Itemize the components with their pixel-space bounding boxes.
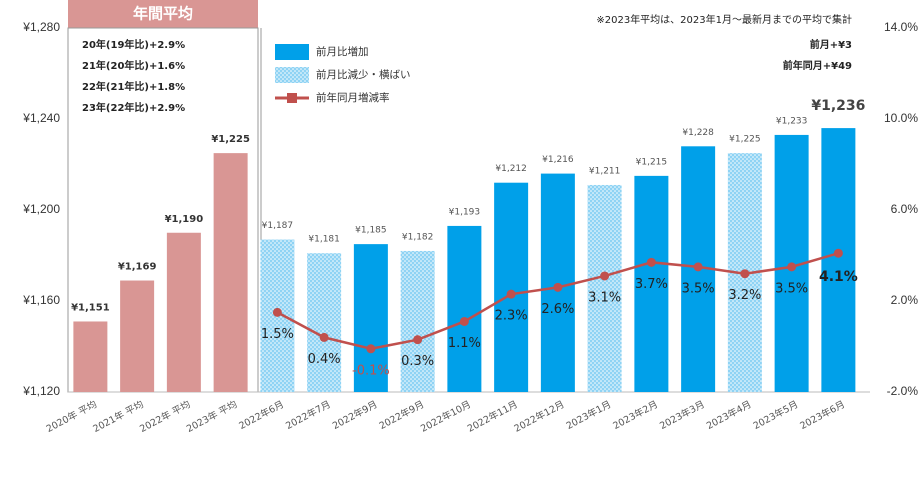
value-label: ¥1,182	[402, 232, 434, 242]
value-label: 2.3%	[495, 309, 528, 324]
bar	[307, 253, 342, 392]
y-tick-label: ¥1,200	[22, 202, 60, 216]
bar	[821, 128, 856, 392]
x-tick-label: 2022年11月	[465, 398, 519, 435]
y2-tick-label: 14.0%	[884, 20, 918, 34]
bar	[73, 321, 108, 392]
value-label: 2.6%	[541, 302, 574, 317]
annual-note: 21年(20年比)+1.6%	[82, 59, 185, 72]
x-tick-label: 2023年1月	[564, 398, 613, 432]
legend-label: 前年同月増減率	[316, 91, 390, 104]
value-label: 1.5%	[261, 327, 294, 342]
annual-note: 22年(21年比)+1.8%	[82, 80, 185, 93]
value-label: -0.1%	[352, 363, 390, 378]
x-tick-label: 2023年3月	[658, 398, 707, 432]
value-label: 0.4%	[308, 352, 341, 367]
value-label: 3.7%	[635, 277, 668, 292]
value-label: ¥1,185	[355, 226, 387, 236]
y-tick-label: ¥1,240	[22, 111, 60, 125]
line-marker	[740, 269, 750, 279]
x-tick-label: 2020年 平均	[44, 398, 99, 435]
bar	[587, 184, 622, 392]
x-tick-label: 2021年 平均	[91, 398, 146, 435]
annual-note: 20年(19年比)+2.9%	[82, 38, 185, 51]
x-tick-label: 2023年5月	[751, 398, 800, 432]
line-marker	[693, 262, 703, 272]
y2-tick-label: 6.0%	[891, 202, 919, 216]
month-diff: 前月+¥3	[810, 38, 852, 51]
x-tick-label: 2022年6月	[237, 398, 286, 432]
value-label: ¥1,225	[729, 135, 761, 145]
x-tick-label: 2022年9月	[330, 398, 379, 432]
x-tick-label: 2023年4月	[704, 398, 753, 432]
y-tick-label: ¥1,280	[22, 20, 60, 34]
x-tick-label: 2022年 平均	[138, 398, 193, 435]
line-marker	[506, 289, 516, 299]
y-tick-label: ¥1,120	[22, 384, 60, 398]
x-tick-label: 2022年10月	[419, 398, 473, 435]
value-label: 3.1%	[588, 290, 621, 305]
value-label: ¥1,190	[165, 214, 204, 225]
value-label: 3.5%	[775, 281, 808, 296]
y2-tick-label: 10.0%	[884, 111, 918, 125]
bar	[353, 244, 388, 392]
bar	[494, 182, 529, 392]
x-tick-label: 2022年12月	[512, 398, 566, 435]
line-marker	[319, 332, 329, 342]
line-marker	[600, 271, 610, 281]
line-marker	[366, 344, 376, 354]
legend-marker	[287, 93, 297, 103]
line-marker	[459, 316, 469, 326]
x-tick-label: 2023年2月	[611, 398, 660, 432]
annual-header	[68, 0, 258, 28]
value-label: ¥1,212	[495, 164, 527, 174]
legend-swatch	[275, 67, 309, 83]
bar	[400, 250, 435, 392]
line-marker	[646, 257, 656, 267]
bar	[166, 232, 201, 392]
value-label: ¥1,233	[776, 116, 808, 126]
value-label: 0.3%	[401, 354, 434, 369]
value-label: ¥1,236	[811, 98, 865, 114]
year-diff: 前年同月+¥49	[783, 59, 852, 72]
value-label: ¥1,215	[636, 157, 668, 167]
value-label: ¥1,225	[211, 134, 250, 145]
x-tick-label: 2022年7月	[284, 398, 333, 432]
value-label: ¥1,211	[589, 166, 621, 176]
line-marker	[413, 335, 423, 345]
value-label: ¥1,216	[542, 155, 574, 165]
footnote: ※2023年平均は、2023年1月～最新月までの平均で集計	[596, 13, 852, 26]
bar	[540, 173, 575, 392]
value-label: 3.5%	[682, 281, 715, 296]
line-marker	[272, 307, 282, 317]
x-tick-label: 2023年6月	[798, 398, 847, 432]
x-tick-label: 2023年 平均	[184, 398, 239, 435]
y2-tick-label: -2.0%	[887, 384, 919, 398]
line-marker	[787, 262, 797, 272]
y-tick-label: ¥1,160	[22, 293, 60, 307]
bar	[447, 225, 482, 392]
value-label: ¥1,187	[262, 221, 294, 231]
value-label: 3.2%	[728, 288, 761, 303]
bar	[120, 280, 155, 392]
value-label: ¥1,151	[71, 302, 110, 313]
value-label: 1.1%	[448, 336, 481, 351]
value-label: ¥1,181	[308, 235, 340, 245]
x-tick-label: 2022年9月	[377, 398, 426, 432]
bar	[634, 175, 669, 392]
legend-label: 前月比増加	[316, 45, 369, 58]
value-label: ¥1,169	[118, 262, 157, 273]
line-marker	[553, 282, 563, 292]
annual-note: 23年(22年比)+2.9%	[82, 101, 185, 114]
value-label: ¥1,193	[449, 207, 481, 217]
bar	[213, 153, 248, 392]
line-marker	[833, 248, 843, 258]
legend-label: 前月比減少・横ばい	[316, 68, 411, 81]
y2-tick-label: 2.0%	[891, 293, 919, 307]
value-label: 4.1%	[819, 269, 858, 285]
value-label: ¥1,228	[682, 128, 714, 138]
legend-swatch	[275, 44, 309, 60]
annual-title: 年間平均	[133, 5, 193, 23]
